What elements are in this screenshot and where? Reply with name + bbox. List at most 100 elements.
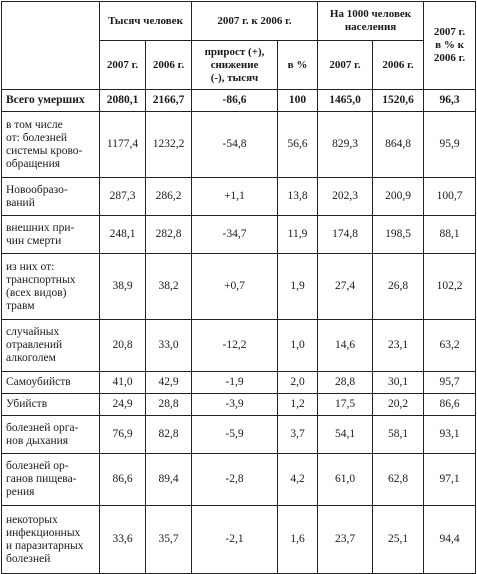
value-ratio-pct: 93,1 (423, 415, 477, 454)
value-per1000-2007: 17,5 (317, 393, 374, 416)
value-per1000-2006: 200,9 (372, 177, 425, 216)
value-per1000-2007: 829,3 (317, 111, 374, 178)
value-change-abs: -5,9 (191, 415, 278, 454)
value-thousands-2006: 1232,2 (145, 111, 192, 178)
value-change-pct: 4,2 (276, 453, 319, 506)
value-thousands-2006: 2166,7 (145, 89, 192, 112)
row-label: Всего умерших (1, 89, 100, 112)
table-row: внешних при- чин смерти 248,1 282,8 -34,7 11… (1, 215, 477, 254)
header-row-sub: 2007 г. 2006 г. прирост (+), снижение (-… (2, 40, 476, 90)
table-row: Убийств 24,9 28,8 -3,9 1,2 17,5 20,2 86,6 (1, 393, 477, 416)
table-row: случайных отравлений алкоголем 20,8 33,0 -1… (1, 319, 477, 372)
value-thousands-2006: 33,0 (145, 319, 192, 372)
value-ratio-pct: 88,1 (423, 215, 477, 254)
value-ratio-pct: 96,3 (423, 89, 477, 112)
value-per1000-2007: 1465,0 (317, 89, 374, 112)
table-body: Всего умерших 2080,1 2166,7 -86,6 100 1465,0 1… (1, 89, 477, 574)
value-ratio-pct: 97,1 (423, 453, 477, 506)
value-thousands-2006: 82,8 (145, 415, 192, 454)
value-ratio-pct: 100,7 (423, 177, 477, 216)
row-label: из них от: транспортных (всех видов) тра… (1, 253, 100, 320)
value-per1000-2006: 198,5 (372, 215, 425, 254)
table-row: в том числе от: болезней системы крово- … (1, 111, 477, 178)
value-per1000-2006: 864,8 (372, 111, 425, 178)
table-row: Всего умерших 2080,1 2166,7 -86,6 100 1465,0 1… (1, 89, 477, 112)
value-per1000-2006: 30,1 (372, 371, 425, 394)
row-label: Самоубийств (1, 371, 100, 394)
value-thousands-2007: 86,6 (99, 453, 146, 506)
value-thousands-2006: 38,2 (145, 253, 192, 320)
value-thousands-2007: 41,0 (99, 371, 146, 394)
value-change-pct: 1,0 (276, 319, 319, 372)
value-change-abs: +0,7 (191, 253, 278, 320)
value-ratio-pct: 94,4 (423, 505, 477, 574)
value-per1000-2006: 23,1 (372, 319, 425, 372)
value-thousands-2007: 2080,1 (99, 89, 146, 112)
value-per1000-2006: 20,2 (372, 393, 425, 416)
subheader-thousands-2006: 2006 г. (145, 40, 192, 90)
table-row: некоторых инфекционных и паразитарных бо… (1, 505, 477, 574)
value-thousands-2007: 24,9 (99, 393, 146, 416)
value-change-abs: -2,1 (191, 505, 278, 574)
value-per1000-2007: 14,6 (317, 319, 374, 372)
value-change-abs: -54,8 (191, 111, 278, 178)
value-ratio-pct: 86,6 (423, 393, 477, 416)
value-per1000-2006: 26,8 (372, 253, 425, 320)
value-per1000-2007: 174,8 (317, 215, 374, 254)
value-change-abs: +1,1 (191, 177, 278, 216)
value-ratio-pct: 95,9 (423, 111, 477, 178)
header-row-top: Тысяч человек 2007 г. к 2006 г. На 1000 … (1, 1, 477, 90)
value-per1000-2006: 25,1 (372, 505, 425, 574)
subheader-per1000-2006: 2006 г. (372, 40, 425, 90)
value-per1000-2007: 27,4 (317, 253, 374, 320)
value-per1000-2007: 61,0 (317, 453, 374, 506)
value-thousands-2007: 33,6 (99, 505, 146, 574)
value-per1000-2007: 54,1 (317, 415, 374, 454)
subheader-change-abs: прирост (+), снижение (-), тысяч (191, 40, 278, 90)
value-change-pct: 1,2 (276, 393, 319, 416)
value-thousands-2007: 76,9 (99, 415, 146, 454)
header-corner-cell (1, 1, 100, 90)
table-row: Самоубийств 41,0 42,9 -1,9 2,0 28,8 30,1 95,7 (1, 371, 477, 394)
value-thousands-2006: 286,2 (145, 177, 192, 216)
value-thousands-2006: 282,8 (145, 215, 192, 254)
value-change-pct: 2,0 (276, 371, 319, 394)
row-label: в том числе от: болезней системы крово- … (1, 111, 100, 178)
value-thousands-2006: 42,9 (145, 371, 192, 394)
value-thousands-2007: 248,1 (99, 215, 146, 254)
subheader-thousands-2007: 2007 г. (99, 40, 146, 90)
value-ratio-pct: 95,7 (423, 371, 477, 394)
value-change-pct: 100 (276, 89, 319, 112)
value-per1000-2006: 58,1 (372, 415, 425, 454)
value-thousands-2007: 38,9 (99, 253, 146, 320)
value-change-abs: -12,2 (191, 319, 278, 372)
row-label: внешних при- чин смерти (1, 215, 100, 254)
value-thousands-2006: 89,4 (145, 453, 192, 506)
row-label: болезней орга- нов дыхания (1, 415, 100, 454)
header-change: 2007 г. к 2006 г. (190, 1, 319, 41)
value-per1000-2007: 202,3 (317, 177, 374, 216)
value-change-abs: -34,7 (191, 215, 278, 254)
value-thousands-2007: 1177,4 (99, 111, 146, 178)
value-change-pct: 11,9 (276, 215, 319, 254)
value-thousands-2006: 35,7 (145, 505, 192, 574)
row-label: Убийств (1, 393, 100, 416)
row-label: Новообразо- ваний (1, 177, 100, 216)
table-row: болезней ор- ганов пищева- рения 86,6 89,4… (1, 453, 477, 506)
header-per-1000: На 1000 человек населения (317, 1, 425, 41)
value-change-pct: 13,8 (276, 177, 319, 216)
header-thousands: Тысяч человек (99, 1, 192, 41)
value-per1000-2006: 1520,6 (372, 89, 425, 112)
table-row: болезней орга- нов дыхания 76,9 82,8 -5,9 3,… (1, 415, 477, 454)
value-thousands-2006: 28,8 (145, 393, 192, 416)
value-per1000-2007: 28,8 (317, 371, 374, 394)
value-change-abs: -2,8 (191, 453, 278, 506)
value-change-pct: 1,9 (276, 253, 319, 320)
value-change-abs: -1,9 (191, 371, 278, 394)
value-per1000-2006: 62,8 (372, 453, 425, 506)
value-thousands-2007: 287,3 (99, 177, 146, 216)
table-row: из них от: транспортных (всех видов) тра… (1, 253, 477, 320)
value-change-pct: 56,6 (276, 111, 319, 178)
